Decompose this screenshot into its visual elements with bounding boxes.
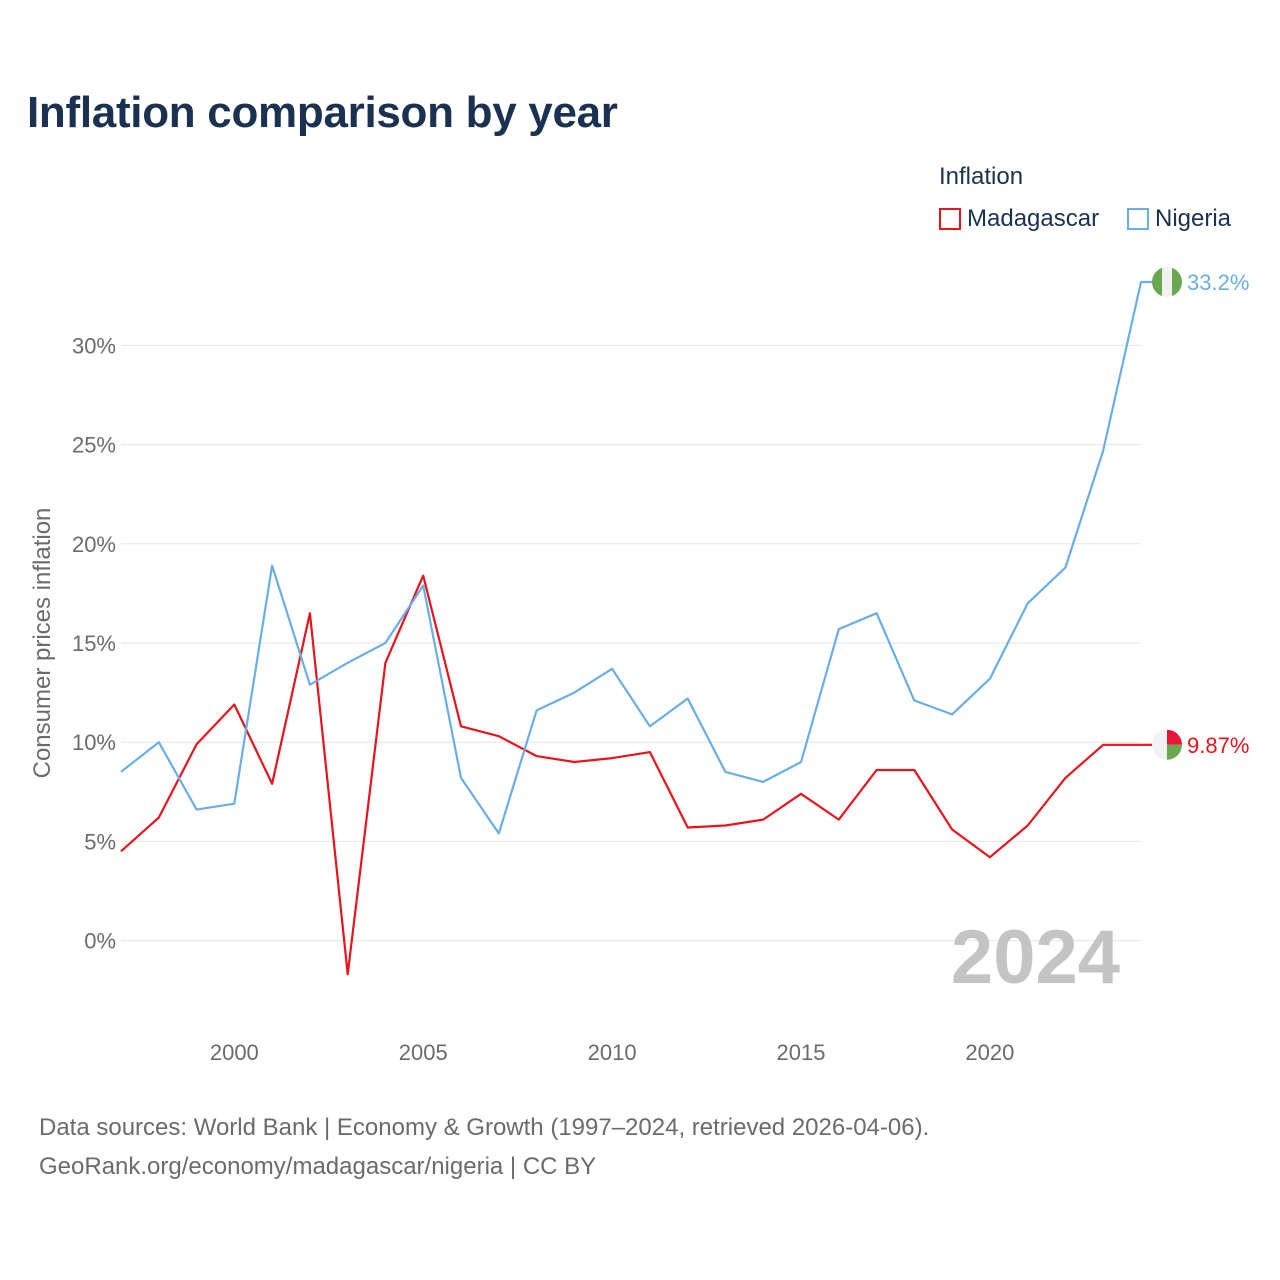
legend-item-nigeria[interactable]: Nigeria — [1127, 205, 1231, 233]
x-tick-label: 2000 — [210, 1040, 259, 1065]
y-tick-label: 25% — [72, 433, 116, 458]
end-label-nigeria: 33.2% — [1187, 270, 1249, 295]
inflation-line-chart: 0%5%10%15%20%25%30%2000 2005 2010 2015 2020 … — [29, 266, 1249, 1065]
y-tick-label: 10% — [72, 730, 116, 755]
legend-item-madagascar[interactable]: Madagascar — [939, 205, 1099, 233]
end-label-layer: 9.87% 33.2% — [1152, 266, 1249, 760]
legend-swatch-nigeria — [1127, 208, 1149, 230]
y-tick-label: 30% — [72, 333, 116, 358]
source-line-1: Data sources: World Bank | Economy & Gro… — [39, 1114, 930, 1141]
end-label-madagascar: 9.87% — [1187, 733, 1249, 758]
grid-layer — [121, 344, 1141, 942]
source-note: Data sources: World Bank | Economy & Gro… — [39, 1108, 929, 1186]
series-line-madagascar — [120, 574, 1167, 976]
series-line-nigeria — [120, 280, 1167, 835]
y-tick-label: 5% — [84, 829, 116, 854]
legend-title: Inflation — [939, 163, 1024, 190]
x-tick-label: 2010 — [588, 1040, 637, 1065]
series-layer — [120, 280, 1167, 976]
source-line-2[interactable]: GeoRank.org/economy/madagascar/nigeria |… — [39, 1153, 597, 1180]
watermark-year: 2024 — [951, 915, 1120, 1000]
y-tick-label: 0% — [84, 929, 116, 954]
flag-icon-nigeria — [1152, 266, 1182, 297]
y-tick-label: 15% — [72, 631, 116, 656]
legend-label-nigeria: Nigeria — [1155, 205, 1232, 232]
x-tick-label: 2020 — [965, 1040, 1014, 1065]
axis-layer: 0% 5% 10% 15% 20% 25% 30% 2000 2005 2010 2015 2020 — [72, 333, 1014, 1065]
y-tick-label: 20% — [72, 532, 116, 557]
legend-swatch-madagascar — [939, 208, 961, 230]
legend-label-madagascar: Madagascar — [967, 205, 1100, 232]
page-title: Inflation comparison by year — [27, 88, 618, 137]
y-axis-label: Consumer prices inflation — [29, 508, 56, 779]
x-tick-label: 2015 — [777, 1040, 826, 1065]
flag-icon-madagascar — [1152, 729, 1182, 760]
x-tick-label: 2005 — [399, 1040, 448, 1065]
